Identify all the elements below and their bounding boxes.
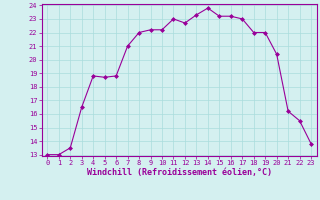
X-axis label: Windchill (Refroidissement éolien,°C): Windchill (Refroidissement éolien,°C) <box>87 168 272 177</box>
